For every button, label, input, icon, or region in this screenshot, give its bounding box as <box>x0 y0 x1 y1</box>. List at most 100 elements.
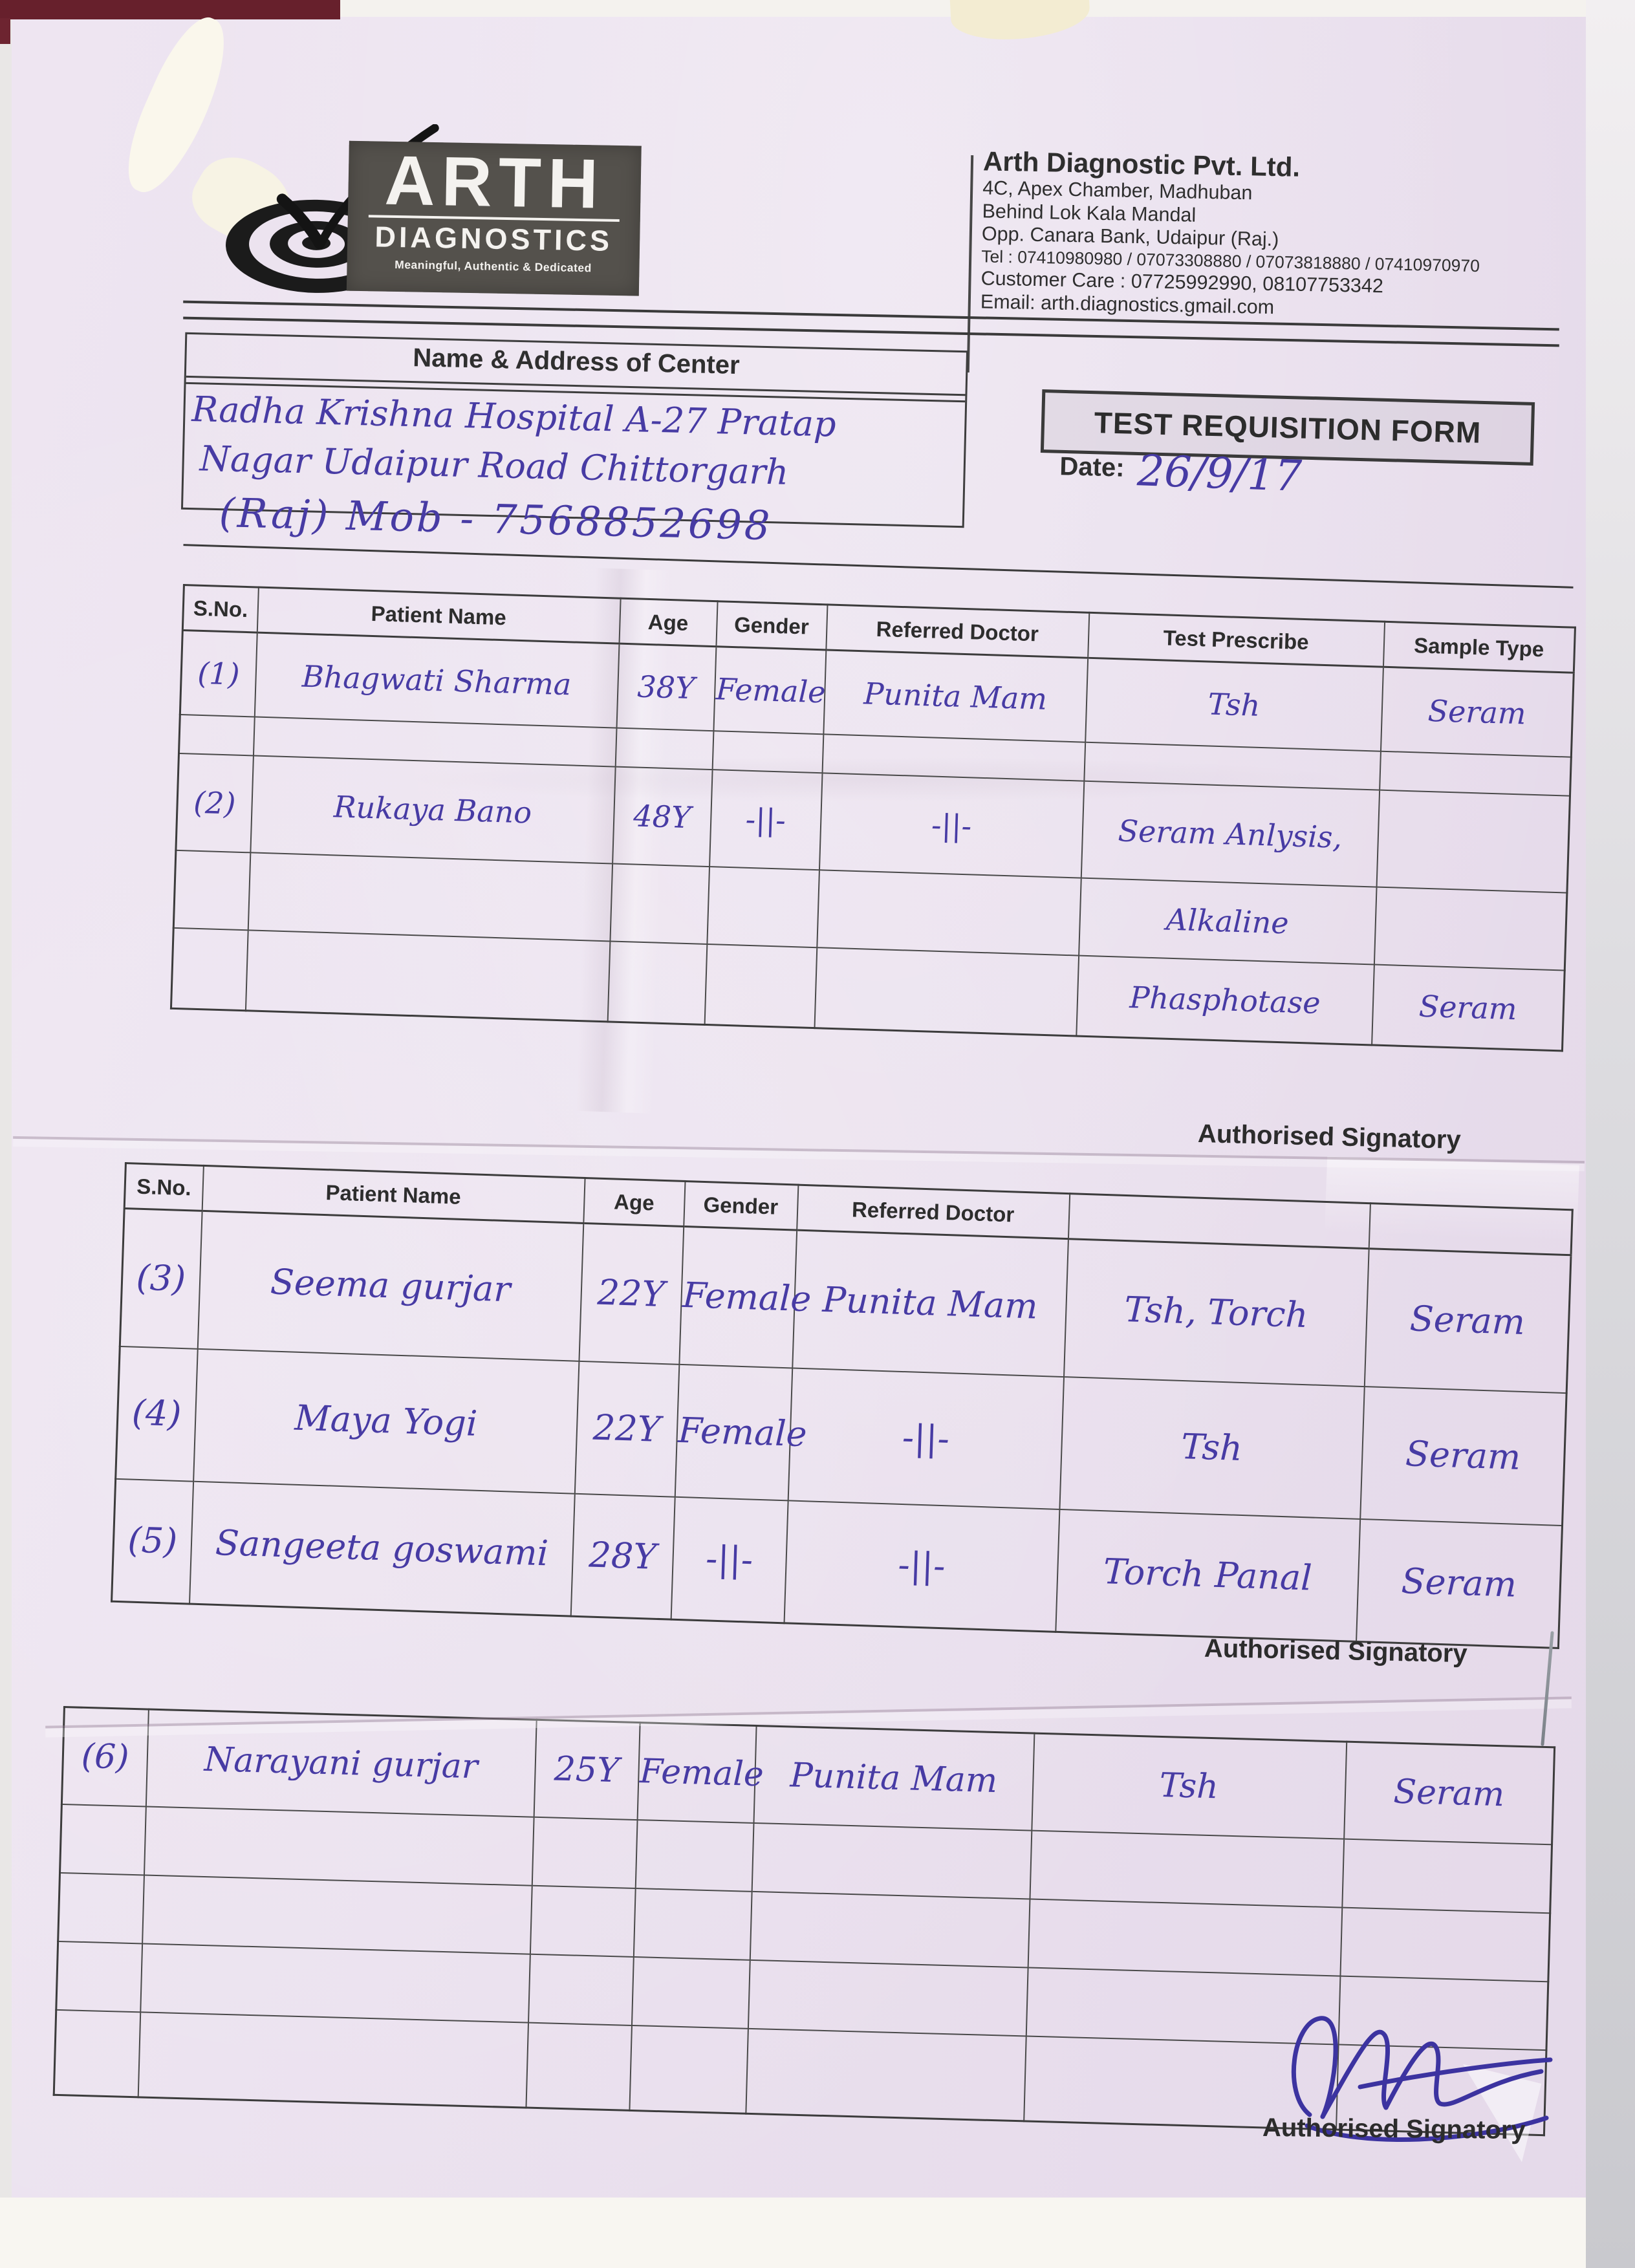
table-cell: Phasphotase <box>1076 955 1374 1045</box>
scan-edge-nub <box>0 18 10 44</box>
table-cell <box>144 1806 534 1886</box>
logo-subtitle: DIAGNOSTICS <box>374 220 613 257</box>
date-label: Date: <box>1059 452 1125 482</box>
requisition-table-page2: S.No. Patient Name Age Gender Referred D… <box>111 1162 1574 1649</box>
col-header-gender: Gender <box>715 601 827 650</box>
table-cell <box>528 1954 634 2025</box>
table-cell: Seram <box>1364 1248 1572 1393</box>
table-cell: Seram <box>1343 1742 1555 1844</box>
table-cell <box>1376 790 1570 893</box>
table-cell: Female <box>713 646 826 734</box>
table-cell <box>704 944 817 1028</box>
col-header-referred-doctor: Referred Doctor <box>825 604 1089 658</box>
table-cell <box>745 2028 1026 2121</box>
table-cell: Female <box>675 1364 808 1500</box>
table-cell <box>138 2011 528 2108</box>
table-cell <box>245 929 610 1022</box>
handwritten-center-line: Nagar Udaipur Road Chittorgarh <box>199 438 789 493</box>
table-cell <box>1374 887 1567 971</box>
table-cell: Tsh <box>1059 1376 1365 1519</box>
table-cell <box>814 947 1079 1036</box>
logo-name: ARTH <box>384 140 605 223</box>
table-cell <box>752 1822 1032 1899</box>
table-cell: Seema gurjar <box>197 1211 583 1361</box>
table-cell: Punita Mam <box>792 1230 1068 1377</box>
table-cell: (6) <box>61 1707 149 1807</box>
requisition-table-page1: S.No. Patient Name Age Gender Referred D… <box>169 584 1576 1052</box>
table-cell <box>748 1960 1028 2036</box>
table-cell: Punita Mam <box>823 649 1088 742</box>
col-header-obscured <box>1369 1203 1573 1255</box>
table-cell <box>58 1872 144 1943</box>
table-cell: (4) <box>115 1346 198 1482</box>
table-cell: Female <box>678 1226 812 1368</box>
col-header-sno: S.No. <box>124 1163 204 1211</box>
table-cell <box>1341 1839 1552 1913</box>
table-cell: (3) <box>120 1208 202 1349</box>
table-cell: Punita Mam <box>753 1725 1034 1831</box>
table-cell <box>609 863 709 944</box>
authorised-signatory-label: Authorised Signatory <box>1204 1634 1468 1669</box>
table-cell <box>706 866 819 947</box>
table-cell <box>525 2022 632 2111</box>
table-cell: Seram Anlysis, <box>1081 781 1380 887</box>
table-cell: 28Y <box>570 1493 675 1620</box>
form-title: TEST REQUISITION FORM <box>1094 405 1482 449</box>
paper-crease <box>388 757 1358 802</box>
table-cell <box>615 728 713 770</box>
table-cell: Tsh <box>1031 1733 1347 1839</box>
handwritten-date: 26/9/17 <box>1136 446 1303 501</box>
table-cell <box>248 852 612 941</box>
col-header-sample-type: Sample Type <box>1383 621 1575 673</box>
logo-tagline: Meaningful, Authentic & Dedicated <box>395 257 592 275</box>
scanner-bed-bottom <box>0 2198 1635 2268</box>
company-header: Arth Diagnostic Pvt. Ltd. 4C, Apex Chamb… <box>980 146 1566 325</box>
table-cell <box>54 2009 140 2097</box>
table-cell <box>635 1819 754 1892</box>
col-header-age: Age <box>619 598 718 647</box>
table-cell: Female <box>637 1722 764 1823</box>
table-cell <box>631 1956 750 2029</box>
table-cell <box>173 850 250 930</box>
table-cell: -||- <box>788 1367 1064 1509</box>
table-cell <box>1379 751 1572 796</box>
table-cell: 38Y <box>616 643 716 731</box>
table-cell: Seram <box>1371 964 1565 1051</box>
table-cell: 22Y <box>574 1361 679 1497</box>
col-header-gender: Gender <box>683 1181 798 1231</box>
table-cell: (5) <box>111 1478 193 1604</box>
table-cell <box>140 1943 530 2023</box>
table-cell: Seram <box>1359 1386 1567 1526</box>
table-cell: Tsh <box>1085 658 1383 751</box>
table-cell: Seram <box>1356 1518 1563 1648</box>
table-cell <box>1028 1899 1342 1976</box>
table-cell: Maya Yogi <box>193 1348 579 1494</box>
table-cell <box>629 2025 748 2114</box>
table-cell: Rukaya Bano <box>250 755 616 863</box>
table-cell <box>1029 1830 1344 1908</box>
date-row: Date: 26/9/17 <box>1059 446 1303 508</box>
table-cell <box>179 714 255 755</box>
table-cell <box>56 1941 142 2012</box>
table-cell: Sangeeta goswami <box>189 1481 575 1617</box>
table-cell <box>633 1888 752 1960</box>
table-cell: -||- <box>819 772 1084 878</box>
table-cell <box>530 1885 636 1957</box>
table-cell: Torch Panal <box>1055 1509 1360 1642</box>
table-cell <box>750 1891 1030 1967</box>
table-cell: Tsh, Torch <box>1063 1238 1369 1387</box>
arth-logo: ARTH DIAGNOSTICS Meaningful, Authentic &… <box>219 120 649 301</box>
table-cell <box>142 1874 532 1954</box>
scanner-bed-right <box>1586 0 1635 2268</box>
table-cell <box>171 927 248 1011</box>
table-cell <box>532 1817 638 1888</box>
table-cell: -||- <box>671 1496 788 1623</box>
scan-edge-bar <box>0 0 340 19</box>
col-header-age: Age <box>583 1178 685 1227</box>
table-cell <box>712 730 823 773</box>
handwritten-signature <box>1291 2016 1553 2142</box>
table-cell: 22Y <box>578 1223 684 1365</box>
authorised-signatory-label: Authorised Signatory <box>1262 2113 1526 2145</box>
table-cell: 48Y <box>612 766 713 867</box>
